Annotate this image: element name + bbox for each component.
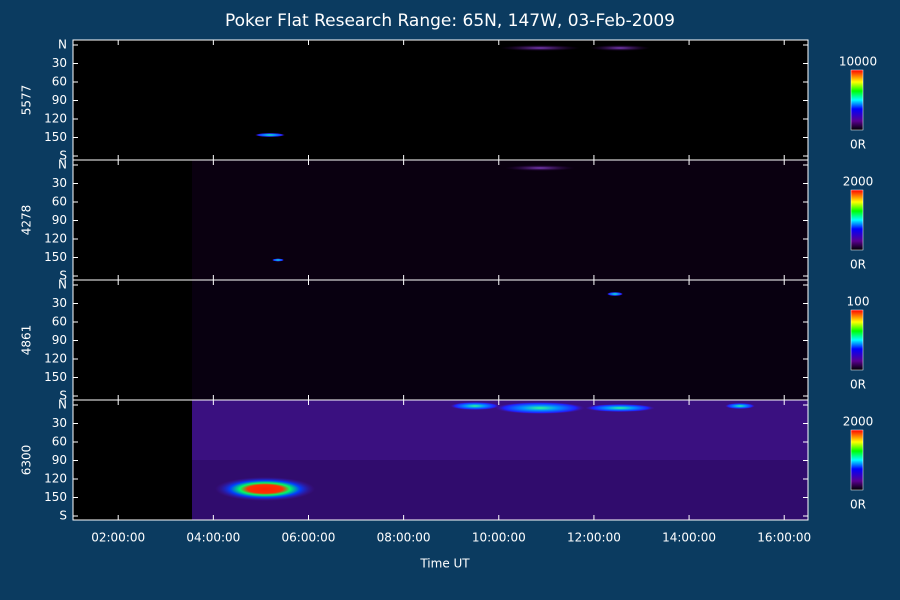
x-tick-label: 12:00:00: [567, 531, 621, 545]
y-tick-label: S: [59, 149, 67, 163]
image-feature: [272, 258, 284, 262]
x-tick-label: 02:00:00: [91, 531, 145, 545]
x-tick-label: 08:00:00: [377, 531, 431, 545]
colorbar-min: 0R: [850, 378, 866, 392]
y-tick-label: 60: [52, 195, 67, 209]
x-tick-label: 10:00:00: [472, 531, 526, 545]
colorbar-min: 0R: [850, 498, 866, 512]
y-tick-label: 120: [44, 112, 67, 126]
y-tick-label: 90: [52, 453, 67, 467]
colorbar: [850, 309, 864, 371]
image-feature: [725, 403, 755, 409]
colorbar-min: 0R: [850, 258, 866, 272]
colorbar: [850, 69, 864, 131]
y-tick-label: 30: [52, 296, 67, 310]
y-tick-label: 120: [44, 472, 67, 486]
image-feature: [450, 402, 500, 410]
y-tick-label: 120: [44, 352, 67, 366]
image-feature: [192, 160, 808, 280]
image-feature: [590, 45, 650, 51]
y-tick-label: 90: [52, 93, 67, 107]
colorbar-max: 10000: [839, 55, 877, 69]
colorbar-max: 2000: [843, 175, 874, 189]
image-feature: [585, 404, 655, 412]
y-tick-label: 90: [52, 213, 67, 227]
x-tick-label: 06:00:00: [282, 531, 336, 545]
x-tick-label: 16:00:00: [757, 531, 811, 545]
y-tick-label: N: [58, 158, 67, 172]
image-feature: [192, 280, 808, 400]
panel-image: [192, 160, 808, 280]
chart-title: Poker Flat Research Range: 65N, 147W, 03…: [225, 11, 675, 31]
y-tick-label: 30: [52, 416, 67, 430]
colorbar: [850, 429, 864, 491]
image-feature: [255, 133, 285, 137]
panel-image: [192, 280, 808, 400]
y-tick-label: 150: [44, 250, 67, 264]
y-tick-label: 150: [44, 130, 67, 144]
panel-image: [255, 45, 650, 137]
y-tick-label: 30: [52, 176, 67, 190]
panel-label: 5577: [20, 85, 34, 116]
y-tick-label: 90: [52, 333, 67, 347]
y-tick-label: 30: [52, 56, 67, 70]
image-feature: [505, 165, 575, 171]
y-tick-label: N: [58, 278, 67, 292]
x-tick-label: 14:00:00: [662, 531, 716, 545]
y-tick-label: 60: [52, 75, 67, 89]
panel-label: 4278: [20, 205, 34, 236]
y-tick-label: 60: [52, 315, 67, 329]
colorbar-max: 2000: [843, 415, 874, 429]
image-feature: [500, 45, 580, 51]
y-tick-label: 60: [52, 435, 67, 449]
panel-background: [73, 40, 808, 160]
y-tick-label: S: [59, 509, 67, 523]
y-tick-label: 150: [44, 370, 67, 384]
y-tick-label: N: [58, 398, 67, 412]
panel-label: 6300: [20, 445, 34, 476]
x-tick-label: 04:00:00: [186, 531, 240, 545]
panel-image: [192, 400, 808, 520]
y-tick-label: 150: [44, 490, 67, 504]
y-tick-label: S: [59, 269, 67, 283]
colorbar-max: 100: [847, 295, 870, 309]
image-feature: [495, 402, 585, 414]
y-tick-label: N: [58, 38, 67, 52]
y-tick-label: 120: [44, 232, 67, 246]
colorbar-min: 0R: [850, 138, 866, 152]
y-tick-label: S: [59, 389, 67, 403]
panel-label: 4861: [20, 325, 34, 356]
colorbar: [850, 189, 864, 251]
image-feature: [215, 477, 315, 501]
image-feature: [607, 292, 623, 296]
x-axis-label: Time UT: [419, 557, 470, 571]
